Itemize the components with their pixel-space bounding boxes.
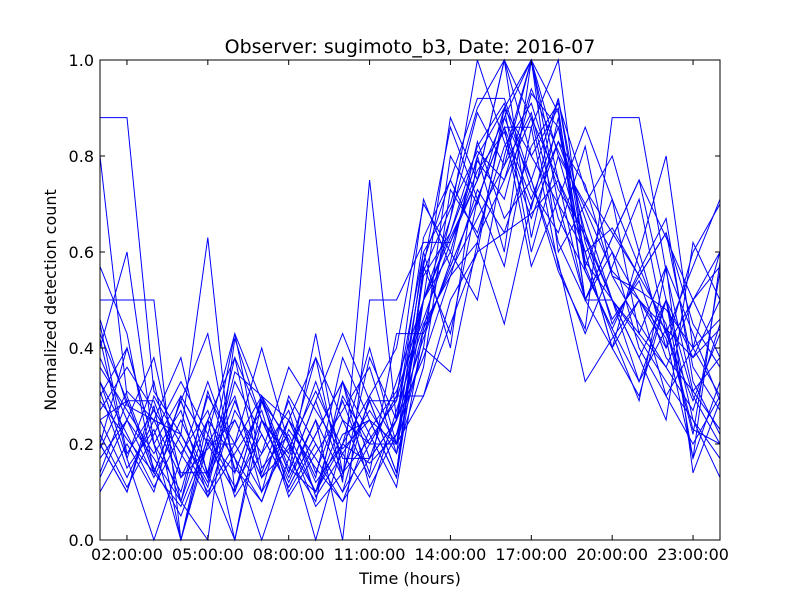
y-tick-label-1: 0.2 — [69, 435, 94, 454]
series-line-25 — [99, 59, 721, 494]
series-lines — [99, 58, 721, 542]
y-tick-label-2: 0.4 — [69, 339, 94, 358]
series-line-6 — [99, 58, 721, 489]
x-tick-label-1: 05:00:00 — [172, 545, 244, 564]
series-line-10 — [99, 102, 721, 498]
series-line-22 — [99, 102, 721, 498]
y-tick-label-3: 0.6 — [69, 243, 94, 262]
x-tick-label-6: 20:00:00 — [576, 545, 648, 564]
y-tick-label-4: 0.8 — [69, 147, 94, 166]
y-tick-label-0: 0.0 — [69, 531, 94, 550]
series-line-27 — [99, 179, 721, 541]
series-line-11 — [99, 102, 721, 498]
x-tick-label-7: 23:00:00 — [657, 545, 729, 564]
x-axis-label: Time (hours) — [358, 569, 461, 588]
series-line-23 — [99, 59, 721, 480]
series-line-18 — [99, 59, 721, 542]
series-line-5 — [99, 126, 721, 475]
x-tick-label-4: 14:00:00 — [415, 545, 487, 564]
series-line-26 — [99, 98, 721, 503]
x-axis: 02:00:00 05:00:00 08:00:00 11:00:00 14:00:00… — [91, 60, 729, 564]
y-axis-label: Normalized detection count — [41, 189, 60, 411]
chart-title: Observer: sugimoto_b3, Date: 2016-07 — [225, 36, 596, 58]
series-line-16 — [99, 59, 721, 542]
y-tick-label-5: 1.0 — [69, 51, 94, 70]
series-line-24 — [99, 111, 721, 489]
x-tick-label-0: 02:00:00 — [91, 545, 163, 564]
x-tick-label-3: 11:00:00 — [334, 545, 406, 564]
x-tick-label-2: 08:00:00 — [253, 545, 325, 564]
series-line-12 — [99, 58, 721, 480]
series-line-28 — [99, 140, 721, 484]
series-line-20 — [99, 125, 721, 475]
x-tick-label-5: 17:00:00 — [495, 545, 567, 564]
plot-frame — [99, 59, 721, 541]
y-axis: 0.0 0.2 0.4 0.6 0.8 1.0 — [69, 51, 720, 550]
